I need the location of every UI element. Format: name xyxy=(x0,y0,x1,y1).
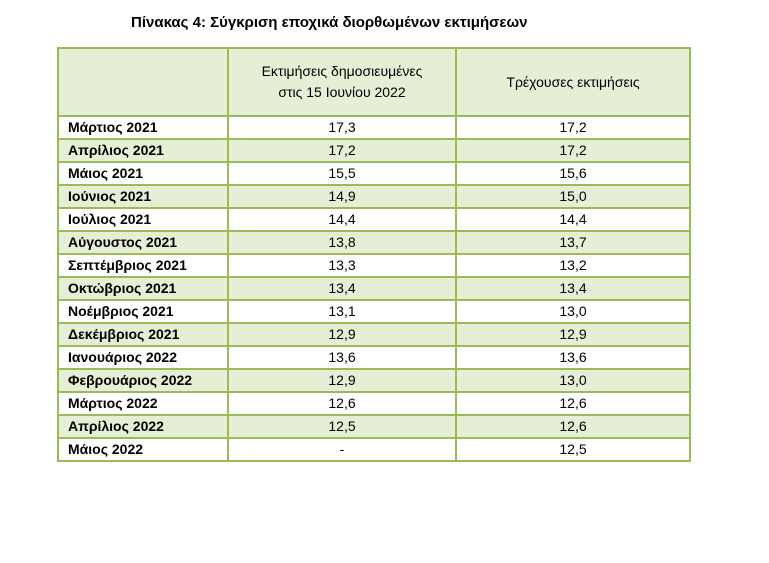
month-cell: Απρίλιος 2021 xyxy=(57,138,229,163)
month-cell: Μάιος 2021 xyxy=(57,161,229,186)
table-row: Απρίλιος 2022 12,5 12,6 xyxy=(57,414,691,439)
published-cell: 17,2 xyxy=(227,138,457,163)
published-cell: 12,6 xyxy=(227,391,457,416)
current-cell: 13,4 xyxy=(455,276,691,301)
table-row: Μάιος 2022 - 12,5 xyxy=(57,437,691,462)
month-cell: Αύγουστος 2021 xyxy=(57,230,229,255)
published-cell: 13,4 xyxy=(227,276,457,301)
current-cell: 13,7 xyxy=(455,230,691,255)
current-cell: 17,2 xyxy=(455,138,691,163)
month-cell: Οκτώβριος 2021 xyxy=(57,276,229,301)
month-cell: Νοέμβριος 2021 xyxy=(57,299,229,324)
table-row: Ιανουάριος 2022 13,6 13,6 xyxy=(57,345,691,370)
current-cell: 12,6 xyxy=(455,414,691,439)
current-cell: 12,9 xyxy=(455,322,691,347)
month-cell: Σεπτέμβριος 2021 xyxy=(57,253,229,278)
table-title: Πίνακας 4: Σύγκριση εποχικά διορθωμένων … xyxy=(131,14,528,31)
header-month xyxy=(57,47,229,117)
header-published: Εκτιμήσεις δημοσιευμένες στις 15 Ιουνίου… xyxy=(227,47,457,117)
current-cell: 12,6 xyxy=(455,391,691,416)
current-cell: 13,0 xyxy=(455,299,691,324)
month-cell: Απρίλιος 2022 xyxy=(57,414,229,439)
current-cell: 15,0 xyxy=(455,184,691,209)
table-row: Ιούλιος 2021 14,4 14,4 xyxy=(57,207,691,232)
current-cell: 14,4 xyxy=(455,207,691,232)
month-cell: Ιούλιος 2021 xyxy=(57,207,229,232)
published-cell: 17,3 xyxy=(227,115,457,140)
published-cell: 12,9 xyxy=(227,368,457,393)
table-row: Ιούνιος 2021 14,9 15,0 xyxy=(57,184,691,209)
month-cell: Δεκέμβριος 2021 xyxy=(57,322,229,347)
table-row: Δεκέμβριος 2021 12,9 12,9 xyxy=(57,322,691,347)
month-cell: Ιανουάριος 2022 xyxy=(57,345,229,370)
current-cell: 13,6 xyxy=(455,345,691,370)
published-cell: 14,4 xyxy=(227,207,457,232)
header-current: Τρέχουσες εκτιμήσεις xyxy=(455,47,691,117)
table-row: Οκτώβριος 2021 13,4 13,4 xyxy=(57,276,691,301)
table-row: Αύγουστος 2021 13,8 13,7 xyxy=(57,230,691,255)
month-cell: Μάρτιος 2021 xyxy=(57,115,229,140)
table-row: Φεβρουάριος 2022 12,9 13,0 xyxy=(57,368,691,393)
comparison-table: Εκτιμήσεις δημοσιευμένες στις 15 Ιουνίου… xyxy=(57,47,691,462)
header-published-line2: στις 15 Ιουνίου 2022 xyxy=(278,84,406,100)
published-cell: - xyxy=(227,437,457,462)
published-cell: 14,9 xyxy=(227,184,457,209)
table-row: Σεπτέμβριος 2021 13,3 13,2 xyxy=(57,253,691,278)
published-cell: 15,5 xyxy=(227,161,457,186)
current-cell: 13,2 xyxy=(455,253,691,278)
current-cell: 17,2 xyxy=(455,115,691,140)
month-cell: Ιούνιος 2021 xyxy=(57,184,229,209)
published-cell: 12,9 xyxy=(227,322,457,347)
table-row: Απρίλιος 2021 17,2 17,2 xyxy=(57,138,691,163)
published-cell: 12,5 xyxy=(227,414,457,439)
published-cell: 13,6 xyxy=(227,345,457,370)
table-row: Μάιος 2021 15,5 15,6 xyxy=(57,161,691,186)
published-cell: 13,8 xyxy=(227,230,457,255)
published-cell: 13,1 xyxy=(227,299,457,324)
table-row: Μάρτιος 2021 17,3 17,2 xyxy=(57,115,691,140)
month-cell: Μάιος 2022 xyxy=(57,437,229,462)
current-cell: 12,5 xyxy=(455,437,691,462)
current-cell: 15,6 xyxy=(455,161,691,186)
month-cell: Φεβρουάριος 2022 xyxy=(57,368,229,393)
table-row: Νοέμβριος 2021 13,1 13,0 xyxy=(57,299,691,324)
table-row: Μάρτιος 2022 12,6 12,6 xyxy=(57,391,691,416)
current-cell: 13,0 xyxy=(455,368,691,393)
header-row: Εκτιμήσεις δημοσιευμένες στις 15 Ιουνίου… xyxy=(57,47,691,117)
published-cell: 13,3 xyxy=(227,253,457,278)
header-published-line1: Εκτιμήσεις δημοσιευμένες xyxy=(261,63,423,79)
month-cell: Μάρτιος 2022 xyxy=(57,391,229,416)
